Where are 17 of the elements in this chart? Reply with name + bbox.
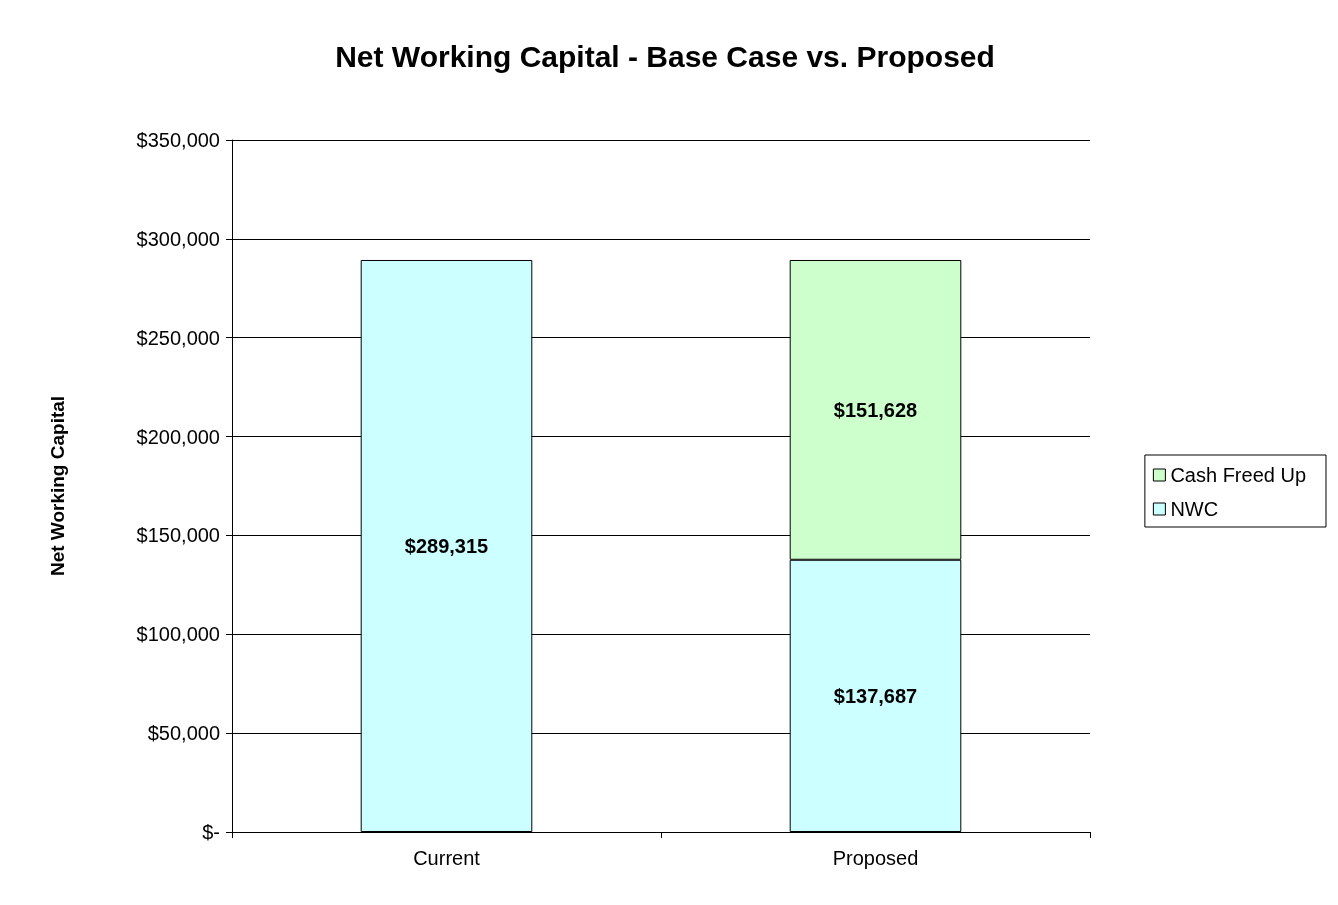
x-tick-label: Current: [413, 847, 481, 869]
y-tick-label: $250,000: [136, 326, 220, 349]
y-tick-label: $200,000: [136, 425, 220, 448]
data-label: $289,315: [404, 534, 489, 557]
y-tick-label: $350,000: [136, 129, 220, 151]
y-tick-label: $150,000: [136, 524, 220, 547]
y-tick-label: $100,000: [136, 623, 220, 646]
legend-label: Cash Freed Up: [1170, 464, 1307, 486]
chart-title: Net Working Capital - Base Case vs. Proposed: [335, 39, 995, 73]
y-tick-label: $300,000: [136, 227, 220, 250]
data-label: $151,628: [833, 398, 918, 421]
legend-label: NWC: [1170, 498, 1219, 520]
y-tick-label: $50,000: [147, 722, 220, 745]
x-tick-label: Proposed: [832, 847, 919, 869]
y-axis-title: Net Working Capital: [47, 395, 68, 577]
y-tick-label: $-: [202, 821, 220, 843]
data-label: $137,687: [833, 684, 918, 707]
